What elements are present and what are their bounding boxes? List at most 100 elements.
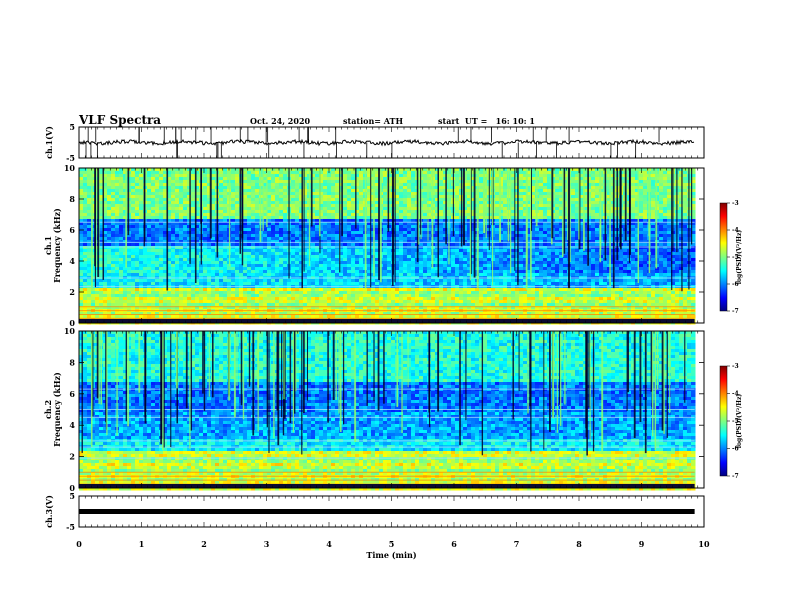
ch1-spectrogram-cell (551, 252, 556, 256)
ch1-spectrogram-cell (311, 264, 316, 268)
ch1-spectrogram-cell (335, 204, 340, 208)
ch1-spectrogram-cell (551, 249, 556, 253)
ch1-spectrogram-cell (683, 255, 688, 259)
ch1-spectrogram-cell (103, 204, 108, 208)
ch1-spectrogram-cell (547, 192, 552, 196)
ch1-spectrogram-cell (107, 174, 112, 178)
ch1-spectrogram-cell (619, 255, 624, 259)
ch1-spectrogram-cell (495, 201, 500, 205)
ch1-spectrogram-cell (339, 207, 344, 211)
ch1-spectrogram-cell (159, 249, 164, 253)
ch1-spectrogram-cell (247, 177, 252, 181)
ch1-spectrogram-cell (563, 168, 568, 172)
ch1-spectrogram-cell (491, 255, 496, 259)
ch1-spectrogram-cell (275, 243, 280, 247)
ch1-spectrogram-cell (439, 237, 444, 241)
ch1-spectrogram-cell (507, 240, 512, 244)
ch1-spectrogram-cell (95, 207, 100, 211)
ch1-spectrogram-cell (79, 201, 84, 205)
ch1-spectrogram-cell (667, 180, 672, 184)
ch1-spectrogram-cell (351, 195, 356, 199)
ch1-spectrogram-cell (127, 180, 132, 184)
ch1-spectrogram-cell (115, 237, 120, 241)
ch1-spectrogram-cell (511, 198, 516, 202)
ch1-spectrogram-cell (191, 213, 196, 217)
ch1-spectrogram-cell (583, 261, 588, 265)
ch1-spectrogram-cell (531, 231, 536, 235)
ch1-spectrogram-cell (367, 210, 372, 214)
ch1-spectrogram-cell (463, 210, 468, 214)
ch1-spectrogram-cell (427, 228, 432, 232)
ch1-spectrogram-cell (395, 231, 400, 235)
ch1-spectrogram-cell (343, 189, 348, 193)
ch1-spectrogram-cell (243, 174, 248, 178)
ch1-spectrogram-cell (683, 219, 688, 223)
ch1-spectrogram-cell (251, 171, 256, 175)
ch1-spectrogram-cell (499, 228, 504, 232)
ch1-spectrogram-cell (219, 240, 224, 244)
ch1-spectrogram-cell (607, 192, 612, 196)
ch1-spectrogram-cell (235, 225, 240, 229)
ch1-spectrogram-cell (183, 186, 188, 190)
ch1-spectrogram-cell (271, 183, 276, 187)
ch1-spectrogram-cell (403, 183, 408, 187)
ch1-spectrogram-cell (555, 228, 560, 232)
ch1-spectrogram-cell (211, 177, 216, 181)
ch1-spectrogram-cell (639, 231, 644, 235)
ch1-spectrogram-cell (551, 246, 556, 250)
ch1-spectrogram-cell (271, 189, 276, 193)
ch1-spectrogram-cell (187, 195, 192, 199)
ch1-spectrogram-cell (103, 168, 108, 172)
ch1-spectrogram-cell (511, 201, 516, 205)
ch1-spectrogram-cell (239, 243, 244, 247)
ch1-spectrogram-cell (275, 249, 280, 253)
ch1-spectrogram-cell (179, 216, 184, 220)
ch1-spectrogram-cell (499, 204, 504, 208)
ch1-spectrogram-cell (587, 219, 592, 223)
ch1-spectrogram-cell (663, 192, 668, 196)
ch1-spectrogram-cell (283, 240, 288, 244)
ch1-spectrogram-cell (643, 240, 648, 244)
ch1-spectrogram-cell (319, 177, 324, 181)
ch1-spectrogram-cell (335, 225, 340, 229)
ch1-spectrogram-cell (127, 261, 132, 265)
ch1-spectrogram-cell (395, 201, 400, 205)
ch1-spectrogram-cell (355, 177, 360, 181)
ch1-spectrogram-cell (319, 231, 324, 235)
ch1-spectrogram-cell (211, 216, 216, 220)
ch1-spectrogram-cell (643, 216, 648, 220)
ch1-spectrogram-cell (83, 189, 88, 193)
ch1-spectrogram-cell (691, 222, 696, 226)
ch1-spectrogram-cell (263, 252, 268, 256)
ch1-spectrogram-cell (195, 228, 200, 232)
ch1-spectrogram-cell (267, 198, 272, 202)
ch1-spectrogram-cell (211, 210, 216, 214)
ch1-spectrogram-cell (355, 171, 360, 175)
ch1-spectrogram-cell (423, 183, 428, 187)
ch1-spectrogram-cell (191, 222, 196, 226)
ch1-spectrogram-cell (347, 180, 352, 184)
ch1-spectrogram-cell (167, 228, 172, 232)
ch1-spectrogram-cell (291, 216, 296, 220)
ch1-spectrogram-cell (119, 204, 124, 208)
ch1-spectrogram-cell (571, 174, 576, 178)
ch1-spectrogram-cell (123, 231, 128, 235)
ch1-spectrogram-cell (191, 240, 196, 244)
ch1-spectrogram-cell (295, 216, 300, 220)
ch1-spectrogram-cell (291, 252, 296, 256)
ch1-spectrogram-cell (315, 264, 320, 268)
ch1-spectrogram-cell (427, 216, 432, 220)
ch1-spectrogram-cell (455, 258, 460, 262)
ch1-spectrogram-cell (631, 246, 636, 250)
ch1-spectrogram-cell (119, 207, 124, 211)
ch1-spectrogram-cell (343, 234, 348, 238)
ch1-spectrogram-cell (387, 240, 392, 244)
ch1-spectrogram-cell (403, 177, 408, 181)
ch1-spectrogram-cell (291, 225, 296, 229)
ch1-spectrogram-cell (547, 240, 552, 244)
ch1-spectrogram-cell (267, 264, 272, 268)
ch1-spectrogram-cell (691, 249, 696, 253)
ch1-spectrogram-cell (299, 198, 304, 202)
ch1-spectrogram-cell (419, 243, 424, 247)
ch1-spectrogram-cell (683, 210, 688, 214)
